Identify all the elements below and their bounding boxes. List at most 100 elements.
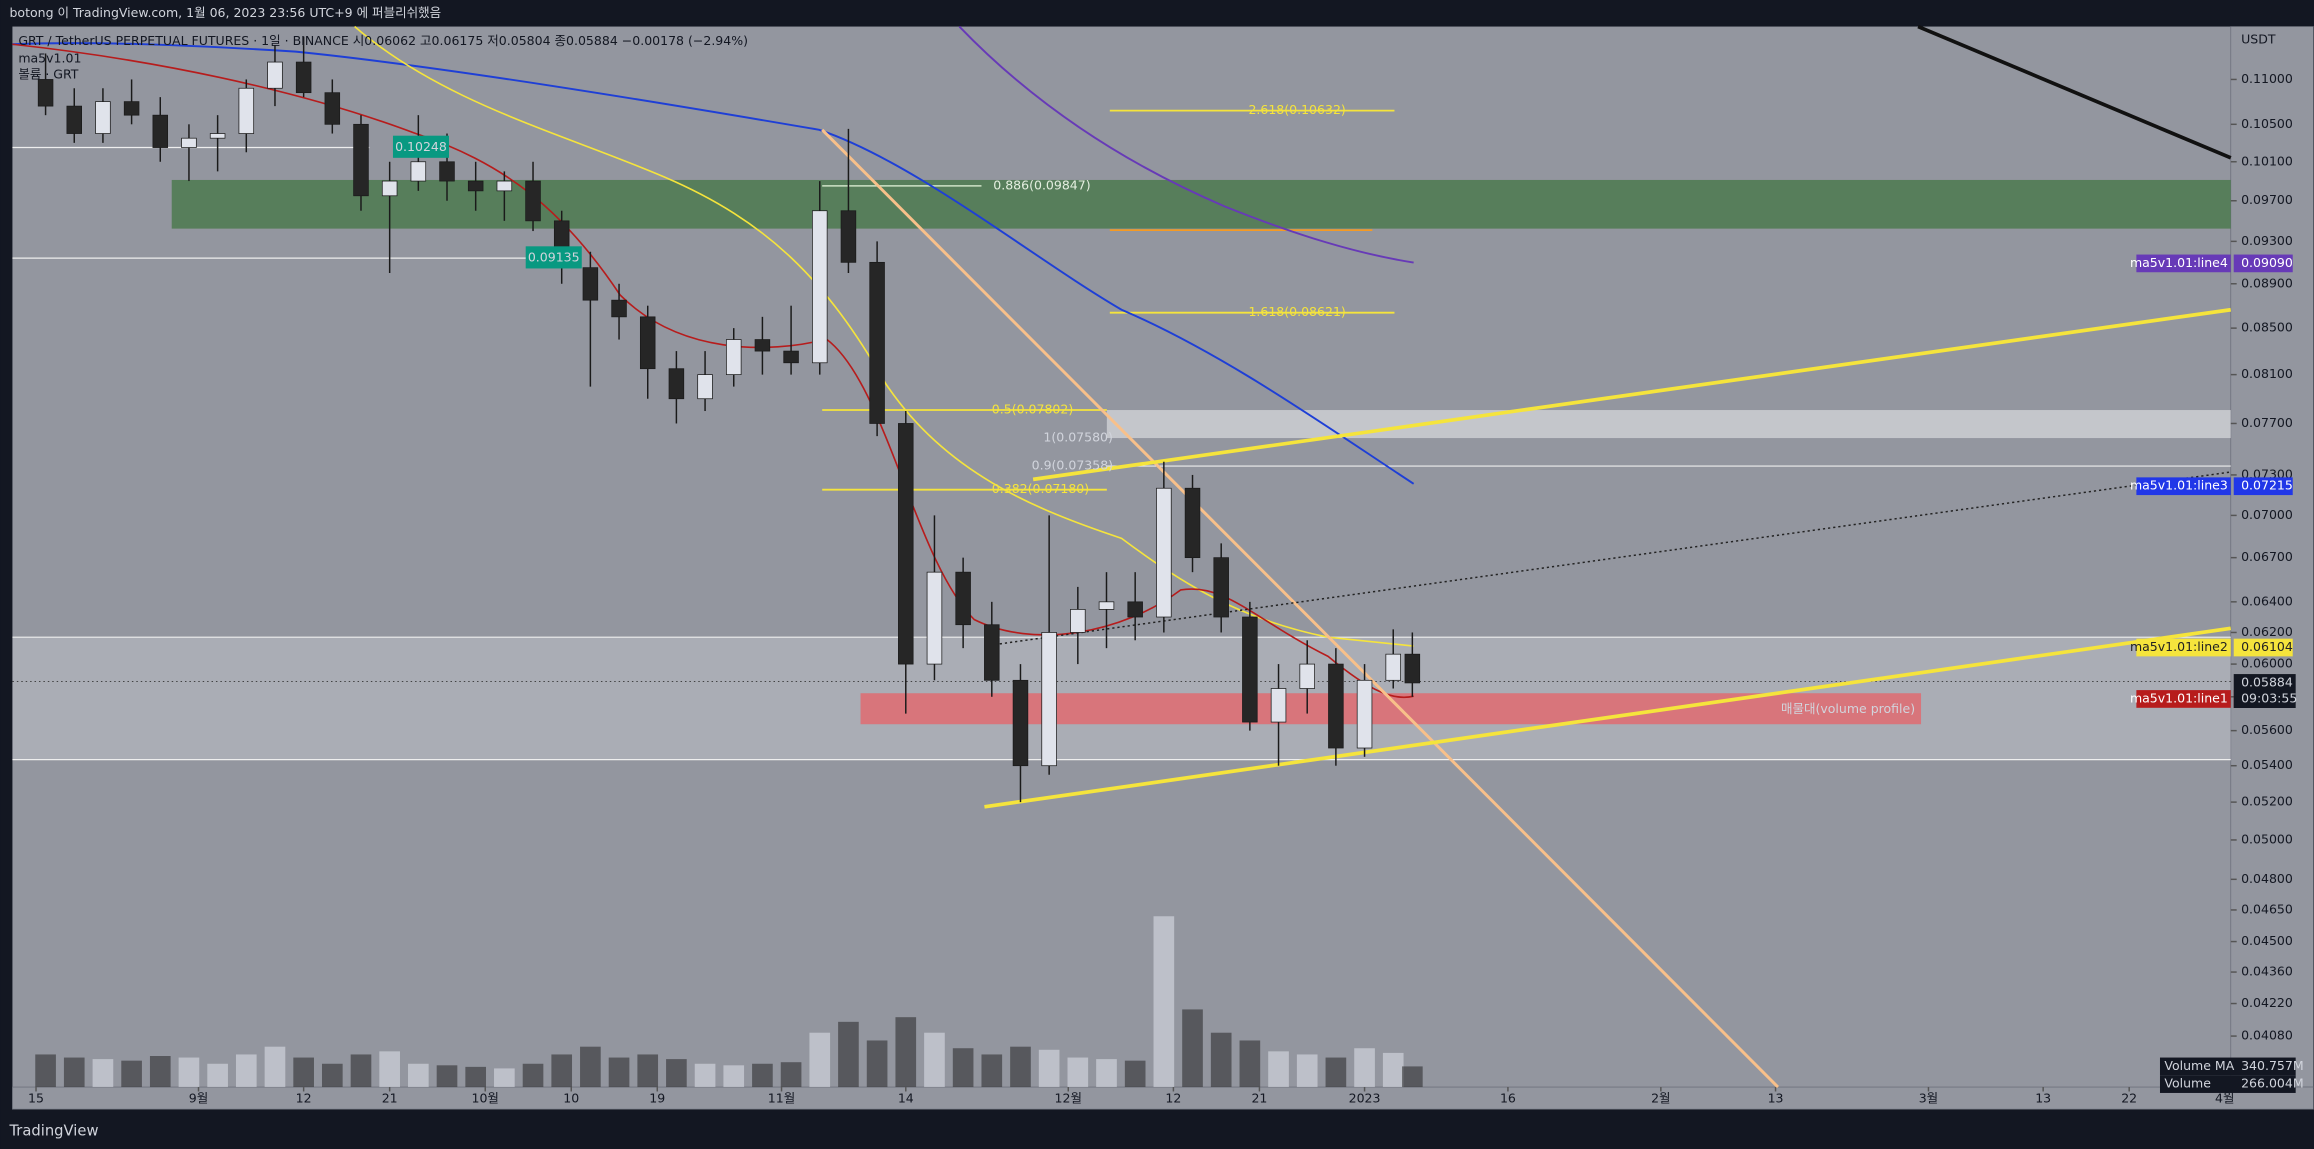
y-tick-label: 0.09300 — [2241, 233, 2293, 248]
candle-body — [381, 180, 398, 197]
ma-line4 — [958, 25, 1414, 264]
volume-legend-name: Volume — [2164, 1076, 2211, 1091]
annotation: 0.382(0.07180) — [992, 481, 1089, 496]
volume-bar — [178, 1057, 200, 1088]
annotation: 0.886(0.09847) — [993, 177, 1090, 192]
volume-bar — [149, 1055, 171, 1088]
volume-bar — [235, 1054, 257, 1088]
volume-bar — [63, 1057, 85, 1088]
price-tag-name: ma5v1.01:line3 — [2130, 478, 2228, 493]
y-tick-label: 0.04360 — [2241, 964, 2293, 979]
volume-bar — [952, 1048, 974, 1088]
candle-body — [37, 79, 54, 107]
y-tick-label: 0.05200 — [2241, 794, 2293, 809]
volume-bar — [608, 1057, 630, 1088]
price-tag-name-bg — [2136, 254, 2231, 273]
trend-line — [984, 626, 2232, 809]
volume-bar — [1402, 1066, 1423, 1088]
candle-body — [1299, 663, 1315, 689]
volume-bar — [207, 1063, 228, 1088]
candle-body — [209, 133, 226, 139]
y-tick-label: 0.04080 — [2241, 1028, 2293, 1043]
y-tick-label: 0.06400 — [2241, 593, 2293, 608]
candle-body — [1156, 487, 1172, 618]
time-axis — [12, 1086, 2314, 1110]
x-tick-label: 21 — [1251, 1090, 1267, 1105]
x-tick-label: 12월 — [1055, 1090, 1082, 1105]
candle-body — [1270, 688, 1287, 723]
y-tick-label: 0.04800 — [2241, 871, 2293, 886]
candle-body — [812, 210, 828, 364]
volume-bar — [379, 1051, 400, 1088]
candle-body — [324, 92, 341, 125]
volume-bar — [780, 1062, 802, 1088]
ma-line3 — [12, 42, 1415, 485]
price-tag-value: 0.07215 — [2241, 478, 2293, 493]
volume-bar — [1067, 1057, 1089, 1088]
candle-body — [439, 161, 455, 182]
volume-legend-bg — [2159, 1075, 2296, 1093]
trend-line — [1917, 24, 2232, 160]
candle-body — [1213, 557, 1229, 618]
volume-bar — [408, 1063, 429, 1088]
currency: USDT — [2241, 31, 2276, 46]
candle-body — [496, 180, 513, 192]
y-tick-label: 0.04650 — [2241, 901, 2293, 916]
volume-bar — [551, 1054, 573, 1088]
x-tick-label: 2월 — [1651, 1090, 1670, 1105]
y-tick-label: 0.06700 — [2241, 549, 2293, 564]
last-price: 0.05884 — [2241, 674, 2293, 689]
tp-label-bg — [392, 135, 450, 158]
annotation: 1.618(0.08621) — [1248, 304, 1345, 319]
candle-body — [152, 114, 169, 148]
candle-body — [267, 61, 283, 89]
volume-bar — [465, 1066, 487, 1088]
candle-body — [123, 101, 140, 116]
candle-body — [467, 180, 484, 192]
volume-bar — [1354, 1048, 1375, 1088]
y-tick-label: 0.08900 — [2241, 275, 2293, 290]
footer: TradingView — [8, 1122, 98, 1139]
volume-bar — [580, 1046, 601, 1088]
price-tag-value: 0.09090 — [2241, 255, 2293, 270]
candle-body — [66, 105, 82, 134]
x-tick-label: 14 — [898, 1090, 914, 1105]
candles — [35, 36, 1423, 1088]
volume-bar — [1096, 1059, 1117, 1088]
y-tick-label: 0.09700 — [2241, 192, 2293, 207]
candle-body — [639, 316, 656, 370]
x-tick-label: 16 — [1500, 1090, 1516, 1105]
x-tick-label: 22 — [2121, 1090, 2137, 1105]
candle-body — [697, 374, 713, 400]
price-axis — [2230, 26, 2314, 1088]
candle-body — [611, 299, 627, 318]
x-tick-label: 10 — [563, 1090, 579, 1105]
symbol-line: GRT / TetherUS PERPETUAL FUTURES · 1일 · … — [18, 33, 748, 48]
price-tag-name: ma5v1.01:line4 — [2130, 255, 2228, 270]
y-tick-label: 0.05600 — [2241, 722, 2293, 737]
volume-bar — [350, 1054, 372, 1088]
volume-bar — [436, 1065, 458, 1088]
candle-body — [295, 61, 312, 94]
volume-bar — [752, 1063, 773, 1088]
price-tag-name: ma5v1.01:line1 — [2130, 690, 2228, 705]
volume-bar — [92, 1059, 114, 1088]
candle-body — [1328, 663, 1344, 749]
x-tick-label: 9월 — [189, 1090, 208, 1105]
trend-line — [1032, 307, 2232, 482]
candle-body — [926, 571, 943, 665]
annotation: 0.5(0.07802) — [992, 402, 1073, 417]
volume-bar — [35, 1054, 56, 1088]
annotation: 0.10248 — [395, 139, 447, 154]
price-tag-name: ma5v1.01:line2 — [2130, 639, 2228, 654]
volume-legend-value: 340.757M — [2241, 1058, 2304, 1073]
volume-bar — [1296, 1054, 1318, 1088]
volume-bar — [838, 1021, 859, 1088]
last-price-bg — [2233, 674, 2296, 708]
candle-body — [1184, 487, 1201, 559]
x-tick-label: 13 — [2035, 1090, 2051, 1105]
candle-body — [582, 267, 599, 301]
x-tick-label: 12 — [296, 1090, 312, 1105]
